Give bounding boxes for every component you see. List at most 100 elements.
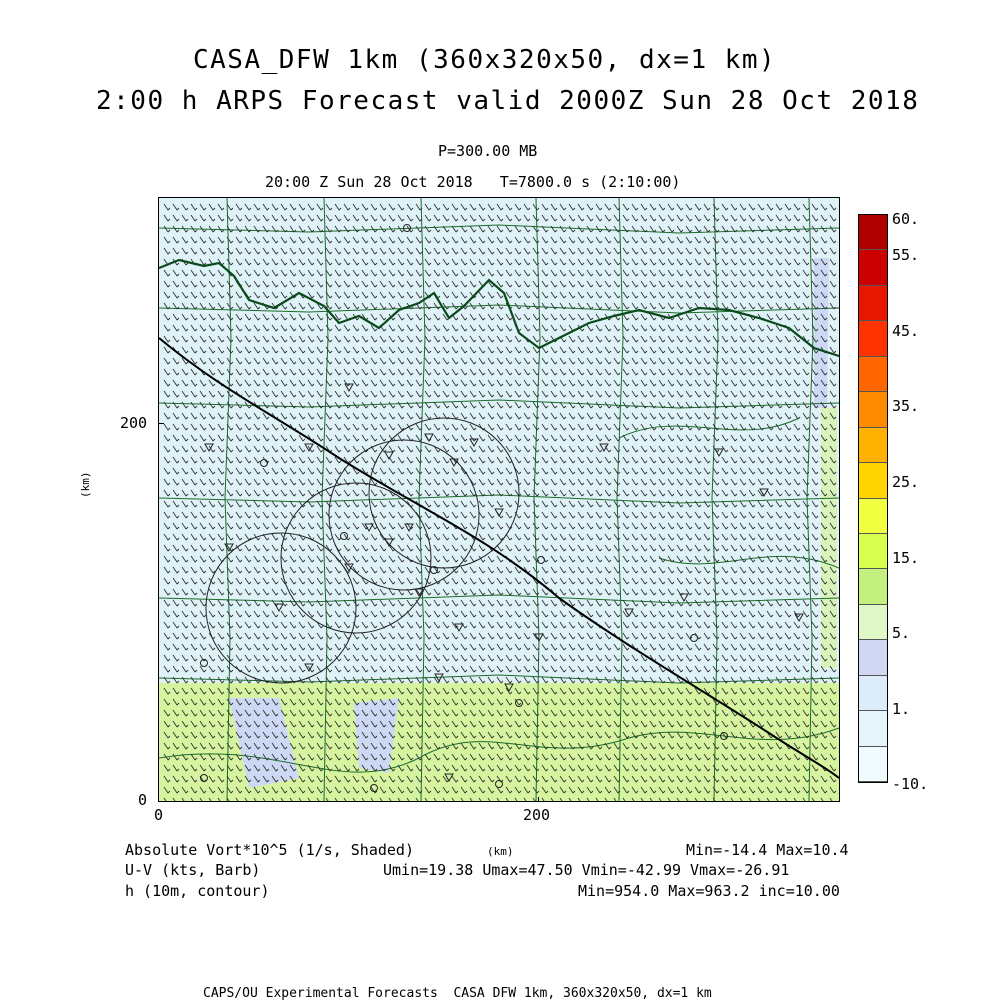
colorbar-bin: [859, 533, 887, 570]
y-tick-mark-200: [158, 423, 164, 424]
station-triangle: [384, 538, 394, 548]
station-triangle: [534, 633, 544, 643]
station-triangle: [494, 508, 504, 518]
title-line-1: CASA_DFW 1km (360x320x50, dx=1 km): [193, 45, 777, 75]
colorbar-bin: [859, 250, 887, 286]
station-triangle: [504, 683, 514, 693]
radar-ring: [280, 482, 432, 634]
colorbar-label: -10.: [892, 775, 929, 793]
x-tick-200: 200: [523, 806, 551, 824]
colorbar-bin: [859, 604, 887, 641]
colorbar-bin: [859, 711, 887, 747]
station-circle: [720, 732, 728, 740]
x-tick-mark-200: [538, 797, 539, 802]
county-line: [224, 198, 232, 801]
county-line: [616, 198, 624, 801]
radar-range-rings: [205, 417, 520, 684]
x-axis-label: (km): [487, 845, 514, 858]
station-circle: [260, 459, 268, 467]
station-circle: [340, 532, 348, 540]
wind-barbs: [163, 203, 837, 801]
county-line: [159, 494, 839, 504]
y-axis-label: (km): [79, 471, 92, 499]
station-circle: [200, 774, 208, 782]
county-line: [159, 399, 839, 409]
colorbar-label: 60.: [892, 210, 920, 228]
station-circle: [430, 566, 438, 574]
radar-ring: [368, 417, 520, 569]
colorbar-label: 25.: [892, 473, 920, 491]
vort-negative-strip: [814, 258, 829, 408]
station-triangle: [679, 593, 689, 603]
station-triangle: [274, 603, 284, 613]
colorbar-bin: [859, 392, 887, 428]
station-triangle: [714, 448, 724, 458]
station-triangle: [344, 563, 354, 573]
map-canvas: [159, 198, 839, 801]
station-triangle: [204, 443, 214, 453]
station-circle: [403, 224, 411, 232]
station-circle: [200, 659, 208, 667]
station-triangle: [224, 543, 234, 553]
colorbar-bin: [859, 463, 887, 499]
colorbar-label: 55.: [892, 246, 920, 264]
county-line: [159, 727, 839, 773]
station-triangle: [414, 588, 424, 598]
colorbar: [858, 214, 888, 783]
station-triangle: [759, 488, 769, 498]
station-circle: [515, 699, 523, 707]
y-tick-0: 0: [138, 791, 148, 809]
pressure-level: P=300.00 MB: [438, 142, 538, 160]
colorbar-label: 5.: [892, 624, 911, 642]
wind-barb-field: [163, 203, 837, 801]
station-triangle: [304, 663, 314, 673]
legend-stats-vorticity: Min=-14.4 Max=10.4: [686, 841, 849, 859]
height-contour: [159, 337, 839, 779]
footer-credit: CAPS/OU Experimental Forecasts CASA DFW …: [203, 986, 712, 1001]
station-triangle: [344, 383, 354, 393]
colorbar-bin: [859, 427, 887, 464]
colorbar-label: 15.: [892, 549, 920, 567]
colorbar-bin: [859, 356, 887, 393]
station-triangle: [469, 438, 479, 448]
station-circle: [370, 784, 378, 792]
station-triangle: [794, 613, 804, 623]
station-circle: [690, 634, 698, 642]
station-triangle: [434, 673, 444, 683]
title-line-2: 2:00 h ARPS Forecast valid 2000Z Sun 28 …: [96, 86, 920, 116]
colorbar-bin: [859, 285, 887, 322]
station-triangle: [424, 433, 434, 443]
legend-field-height: h (10m, contour): [125, 882, 270, 900]
station-triangle: [444, 773, 454, 783]
vort-negative-patch: [354, 698, 399, 773]
colorbar-bin: [859, 569, 887, 605]
station-circle: [495, 780, 503, 788]
radar-ring: [205, 532, 357, 684]
county-line: [806, 198, 814, 801]
legend-field-wind: U-V (kts, Barb): [125, 861, 261, 879]
colorbar-bin: [859, 675, 887, 712]
station-triangle: [599, 443, 609, 453]
county-line: [533, 198, 541, 801]
vorticity-shading: [159, 198, 839, 801]
county-line: [321, 198, 329, 801]
legend-field-vorticity: Absolute Vort*10^5 (1/s, Shaded): [125, 841, 414, 859]
colorbar-bin: [859, 498, 887, 534]
colorbar-label: 45.: [892, 322, 920, 340]
station-triangle: [624, 608, 634, 618]
y-tick-200: 200: [120, 414, 148, 432]
valid-time: 20:00 Z Sun 28 Oct 2018 T=7800.0 s (2:10…: [265, 173, 681, 191]
map-plot: [158, 197, 840, 802]
river-boundary: [159, 258, 839, 358]
station-triangle: [304, 443, 314, 453]
radar-ring: [328, 439, 480, 591]
county-line: [159, 674, 839, 684]
legend-stats-height: Min=954.0 Max=963.2 inc=10.00: [578, 882, 840, 900]
station-triangle: [454, 623, 464, 633]
colorbar-label: 35.: [892, 397, 920, 415]
colorbar-label: 1.: [892, 700, 911, 718]
colorbar-bin: [859, 640, 887, 676]
colorbar-bin: [859, 321, 887, 357]
station-triangle: [384, 451, 394, 461]
station-markers: [200, 224, 804, 792]
